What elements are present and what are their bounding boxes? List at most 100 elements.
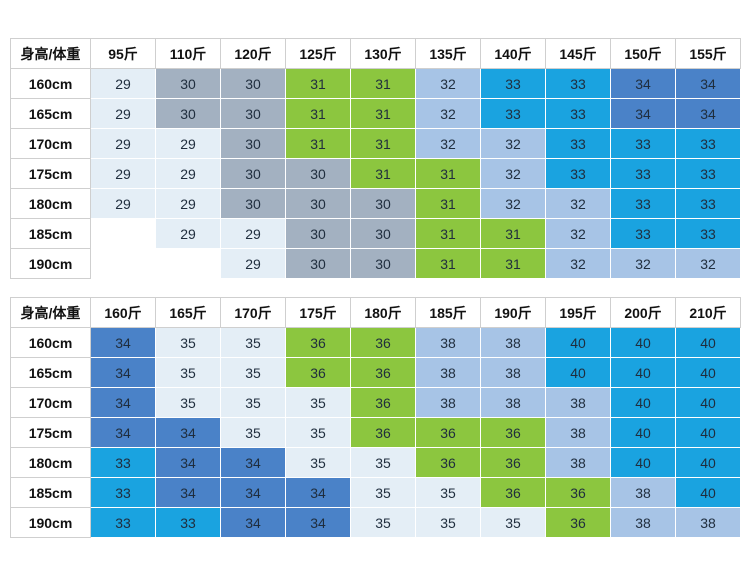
height-row-header: 160cm <box>10 327 91 358</box>
size-cell: 33 <box>480 68 546 99</box>
size-cell: 34 <box>220 507 286 538</box>
weight-column-header: 175斤 <box>285 297 351 328</box>
height-row-header: 170cm <box>10 387 91 418</box>
size-cell: 36 <box>480 447 546 478</box>
size-cell: 32 <box>545 218 611 249</box>
size-cell: 34 <box>285 507 351 538</box>
size-cell: 33 <box>480 98 546 129</box>
weight-column-header: 180斤 <box>350 297 416 328</box>
weight-column-header: 170斤 <box>220 297 286 328</box>
size-cell: 33 <box>90 477 156 508</box>
height-row-header: 170cm <box>10 128 91 159</box>
size-cell: 30 <box>220 98 286 129</box>
weight-column-header: 200斤 <box>610 297 676 328</box>
header-row: 身高/体重 160斤 165斤 170斤 175斤 180斤 185斤 190斤 195斤 200… <box>10 297 741 328</box>
size-cell: 34 <box>90 387 156 418</box>
weight-column-header: 160斤 <box>90 297 156 328</box>
size-cell: 31 <box>350 68 416 99</box>
size-cell: 30 <box>155 68 221 99</box>
size-cell: 32 <box>545 248 611 279</box>
size-cell: 38 <box>480 387 546 418</box>
size-cell: 33 <box>545 98 611 129</box>
corner-label: 身高/体重 <box>10 297 91 328</box>
size-cell: 36 <box>480 417 546 448</box>
weight-column-header: 125斤 <box>285 38 351 69</box>
weight-column-header: 95斤 <box>90 38 156 69</box>
size-cell: 33 <box>610 188 676 219</box>
size-cell: 30 <box>220 128 286 159</box>
size-cell: 34 <box>285 477 351 508</box>
size-cell: 36 <box>350 357 416 388</box>
size-cell: 30 <box>285 218 351 249</box>
size-cell: 38 <box>415 357 481 388</box>
size-cell: 35 <box>155 387 221 418</box>
weight-column-header: 145斤 <box>545 38 611 69</box>
size-cell: 35 <box>285 447 351 478</box>
size-cell: 33 <box>155 507 221 538</box>
size-cell: 40 <box>610 447 676 478</box>
weight-column-header: 165斤 <box>155 297 221 328</box>
size-cell: 29 <box>90 128 156 159</box>
size-cell: 40 <box>610 387 676 418</box>
size-cell: 40 <box>675 327 741 358</box>
height-row-header: 190cm <box>10 248 91 279</box>
size-cell: 36 <box>480 477 546 508</box>
table-row: 165cm 29 30 30 31 31 32 33 33 34 34 <box>10 98 741 129</box>
size-cell: 38 <box>480 357 546 388</box>
size-cell: 31 <box>480 218 546 249</box>
height-row-header: 190cm <box>10 507 91 538</box>
size-cell: 32 <box>480 128 546 159</box>
size-cell: 29 <box>90 188 156 219</box>
size-cell: 33 <box>545 68 611 99</box>
size-cell: 31 <box>415 158 481 189</box>
size-cell: 34 <box>90 327 156 358</box>
size-cell: 38 <box>610 507 676 538</box>
weight-column-header: 120斤 <box>220 38 286 69</box>
size-cell: 40 <box>675 357 741 388</box>
size-cell: 36 <box>285 357 351 388</box>
size-cell: 35 <box>415 477 481 508</box>
size-cell: 30 <box>220 68 286 99</box>
table-row: 180cm 33 34 34 35 35 36 36 38 40 40 <box>10 447 741 478</box>
size-cell: 29 <box>155 128 221 159</box>
size-cell: 35 <box>350 477 416 508</box>
size-cell: 36 <box>350 327 416 358</box>
table-row: 190cm 33 33 34 34 35 35 35 36 38 38 <box>10 507 741 538</box>
table-row: 180cm 29 29 30 30 30 31 32 32 33 33 <box>10 188 741 219</box>
size-cell: 32 <box>610 248 676 279</box>
size-cell: 30 <box>350 218 416 249</box>
size-cell: 36 <box>350 417 416 448</box>
size-cell: 34 <box>90 417 156 448</box>
size-cell: 35 <box>350 507 416 538</box>
size-cell: 40 <box>545 327 611 358</box>
size-cell: 29 <box>90 98 156 129</box>
size-cell: 33 <box>545 128 611 159</box>
size-cell: 34 <box>220 477 286 508</box>
size-cell <box>90 218 156 249</box>
table-row: 170cm 29 29 30 31 31 32 32 33 33 33 <box>10 128 741 159</box>
size-cell: 40 <box>675 387 741 418</box>
size-cell: 35 <box>285 387 351 418</box>
size-cell: 35 <box>155 327 221 358</box>
table-row: 170cm 34 35 35 35 36 38 38 38 40 40 <box>10 387 741 418</box>
size-chart-table-2: 身高/体重 160斤 165斤 170斤 175斤 180斤 185斤 190斤 195斤 200… <box>10 297 741 538</box>
size-cell: 34 <box>610 68 676 99</box>
weight-column-header: 210斤 <box>675 297 741 328</box>
size-cell: 36 <box>350 387 416 418</box>
table-row: 185cm 29 29 30 30 31 31 32 33 33 <box>10 218 741 249</box>
height-row-header: 160cm <box>10 68 91 99</box>
weight-column-header: 155斤 <box>675 38 741 69</box>
size-cell: 35 <box>220 417 286 448</box>
size-cell: 30 <box>155 98 221 129</box>
size-cell: 38 <box>415 327 481 358</box>
size-cell: 36 <box>545 507 611 538</box>
size-cell: 40 <box>610 417 676 448</box>
size-cell: 31 <box>415 248 481 279</box>
size-cell: 35 <box>220 327 286 358</box>
size-cell: 38 <box>415 387 481 418</box>
weight-column-header: 135斤 <box>415 38 481 69</box>
size-cell: 29 <box>155 188 221 219</box>
height-row-header: 180cm <box>10 447 91 478</box>
size-cell: 34 <box>90 357 156 388</box>
size-cell: 30 <box>220 158 286 189</box>
